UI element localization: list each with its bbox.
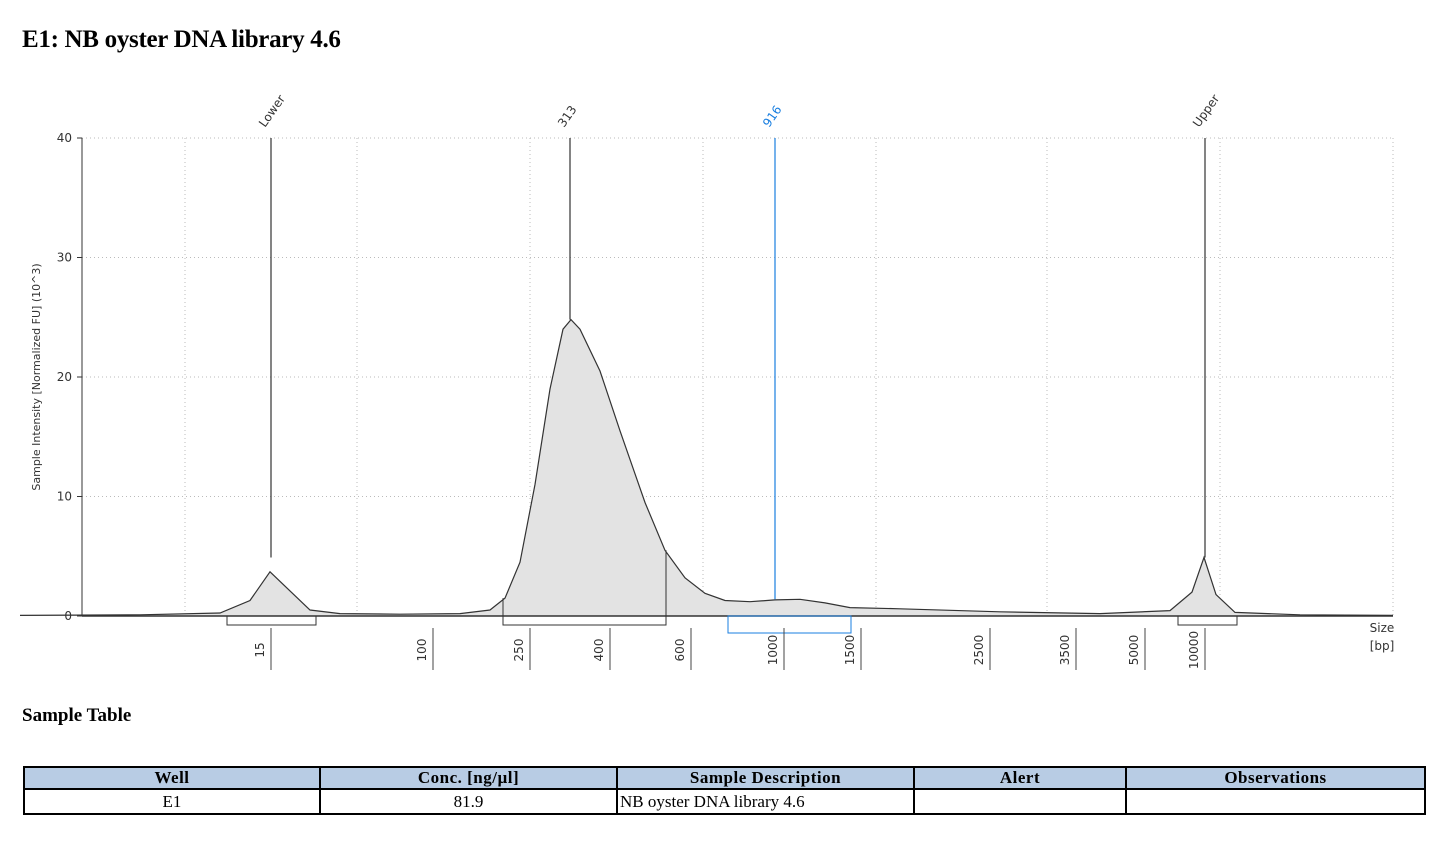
table-header-row: Well Conc. [ng/µl] Sample Description Al… xyxy=(23,766,1426,790)
header-well: Well xyxy=(23,766,321,790)
region-bracket xyxy=(226,615,317,626)
peak-label: 313 xyxy=(555,103,580,130)
cell-well: E1 xyxy=(23,788,321,815)
region-bracket xyxy=(1177,615,1238,626)
trace-line xyxy=(19,318,1394,616)
header-alert: Alert xyxy=(913,766,1127,790)
x-tick-label: 1000 xyxy=(766,635,780,666)
grid-layer xyxy=(82,137,1394,616)
y-tick-label: 40 xyxy=(57,131,72,145)
header-sample-description: Sample Description xyxy=(616,766,915,790)
peak-label: 916 xyxy=(760,103,785,130)
header-observations: Observations xyxy=(1125,766,1426,790)
table-row: E1 81.9 NB oyster DNA library 4.6 xyxy=(23,788,1426,815)
peak-label: Upper xyxy=(1190,92,1222,130)
y-tick-label: 20 xyxy=(57,370,72,384)
x-tick-label: 1500 xyxy=(843,635,857,666)
x-axis-label: Size xyxy=(1370,621,1395,635)
y-axis-label: Sample Intensity [Normalized FU] (10^3) xyxy=(30,263,43,490)
x-tick-label: 15 xyxy=(253,642,267,657)
cell-concentration: 81.9 xyxy=(319,788,618,815)
x-tick-label: 10000 xyxy=(1187,631,1201,669)
y-tick-label: 0 xyxy=(64,609,72,623)
trace-area xyxy=(20,319,1393,616)
x-axis-unit-label: [bp] xyxy=(1370,639,1395,653)
cell-alert xyxy=(913,788,1127,815)
x-tick-label: 5000 xyxy=(1127,635,1141,666)
x-tick-label: 400 xyxy=(592,639,606,662)
x-tick-label: 250 xyxy=(512,639,526,662)
y-tick-label: 30 xyxy=(57,251,72,265)
table-title: Sample Table xyxy=(22,705,132,726)
cell-observations xyxy=(1125,788,1426,815)
x-tick-label: 600 xyxy=(673,639,687,662)
y-tick-label: 10 xyxy=(57,490,72,504)
region-bracket xyxy=(727,615,852,634)
area-layer xyxy=(19,318,1394,616)
region-bracket xyxy=(502,615,667,626)
x-tick-label: 100 xyxy=(415,639,429,662)
x-tick-label: 2500 xyxy=(972,635,986,666)
page-title: E1: NB oyster DNA library 4.6 xyxy=(22,26,341,53)
axis-layer: 0 10 20 30 40 15 100 250 400 600 1000 1500 2500 3500 5… xyxy=(57,131,1393,670)
marker-layer: Lower 313 916 Upper xyxy=(256,92,1222,600)
sample-table: Well Conc. [ng/µl] Sample Description Al… xyxy=(23,766,1426,815)
electropherogram-chart: 0 10 20 30 40 15 100 250 400 600 1000 1500 2500 3500 5… xyxy=(19,92,1395,670)
x-tick-label: 3500 xyxy=(1058,635,1072,666)
header-concentration: Conc. [ng/µl] xyxy=(319,766,618,790)
cell-sample-description: NB oyster DNA library 4.6 xyxy=(616,788,915,815)
peak-label: Lower xyxy=(256,92,288,130)
